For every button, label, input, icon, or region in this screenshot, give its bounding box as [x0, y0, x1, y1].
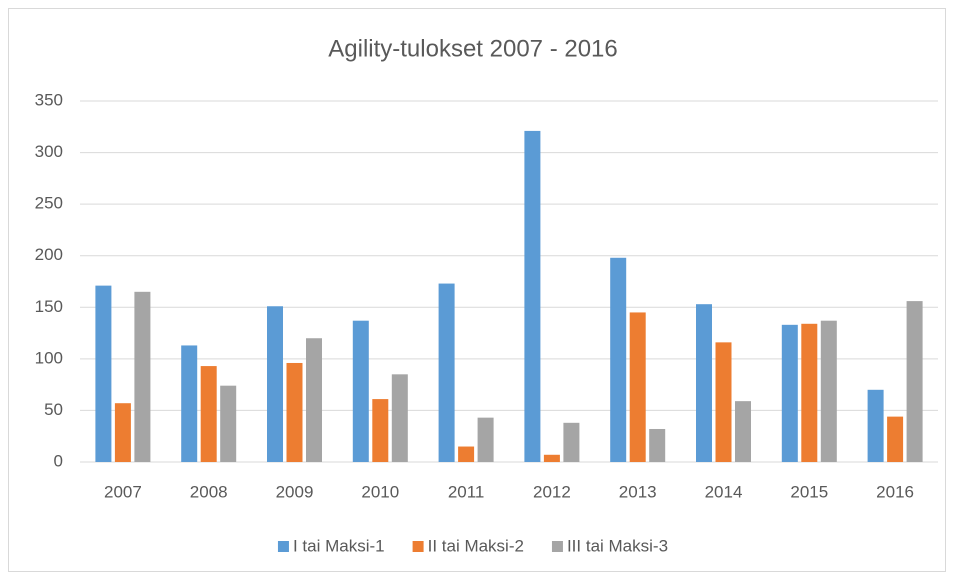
bar — [820, 320, 837, 462]
bar — [286, 362, 303, 462]
bar — [715, 342, 732, 462]
x-tick-label: 2016 — [876, 482, 914, 501]
bar — [200, 366, 217, 462]
chart-title: Agility-tulokset 2007 - 2016 — [328, 35, 618, 62]
bar — [220, 385, 237, 462]
x-tick-label: 2008 — [190, 482, 228, 501]
x-tick-label: 2010 — [361, 482, 399, 501]
bar — [610, 257, 627, 462]
bar — [563, 422, 580, 462]
legend-label: III tai Maksi-3 — [567, 536, 668, 555]
bar — [306, 338, 322, 462]
x-tick-label: 2007 — [104, 482, 142, 501]
bar — [438, 283, 455, 462]
bar — [867, 389, 884, 462]
bar — [95, 285, 112, 462]
bar — [696, 304, 712, 462]
x-tick-label: 2015 — [790, 482, 828, 501]
bar — [267, 306, 283, 462]
bar — [649, 428, 666, 462]
bar — [391, 374, 408, 462]
bar — [524, 130, 541, 462]
y-tick-label: 0 — [54, 451, 63, 470]
y-tick-label: 300 — [35, 142, 63, 161]
x-tick-label: 2012 — [533, 482, 571, 501]
legend-swatch — [277, 541, 289, 552]
bar — [735, 401, 751, 462]
bar — [629, 312, 646, 462]
bar — [477, 417, 494, 462]
x-tick-label: 2009 — [276, 482, 314, 501]
legend-swatch — [551, 541, 563, 552]
bar — [458, 446, 475, 462]
legend-label: II tai Maksi-2 — [428, 536, 524, 555]
x-tick-label: 2014 — [705, 482, 743, 501]
y-tick-label: 250 — [35, 194, 63, 213]
y-tick-label: 100 — [35, 348, 63, 367]
bar — [372, 399, 389, 462]
x-tick-label: 2013 — [619, 482, 657, 501]
y-tick-label: 50 — [44, 400, 63, 419]
y-tick-label: 350 — [35, 90, 63, 109]
y-tick-label: 200 — [35, 245, 63, 264]
bar — [181, 345, 198, 462]
legend-label: I tai Maksi-1 — [293, 536, 385, 555]
bar — [887, 416, 904, 462]
bar — [134, 291, 151, 462]
chart-border — [8, 8, 946, 572]
x-tick-label: 2011 — [448, 482, 485, 501]
bar — [114, 403, 131, 462]
bar — [801, 323, 818, 462]
legend-swatch — [412, 541, 424, 552]
y-tick-label: 150 — [35, 297, 63, 316]
bar — [352, 320, 369, 462]
bar — [781, 324, 798, 462]
bar — [906, 301, 923, 462]
bar — [543, 454, 560, 462]
